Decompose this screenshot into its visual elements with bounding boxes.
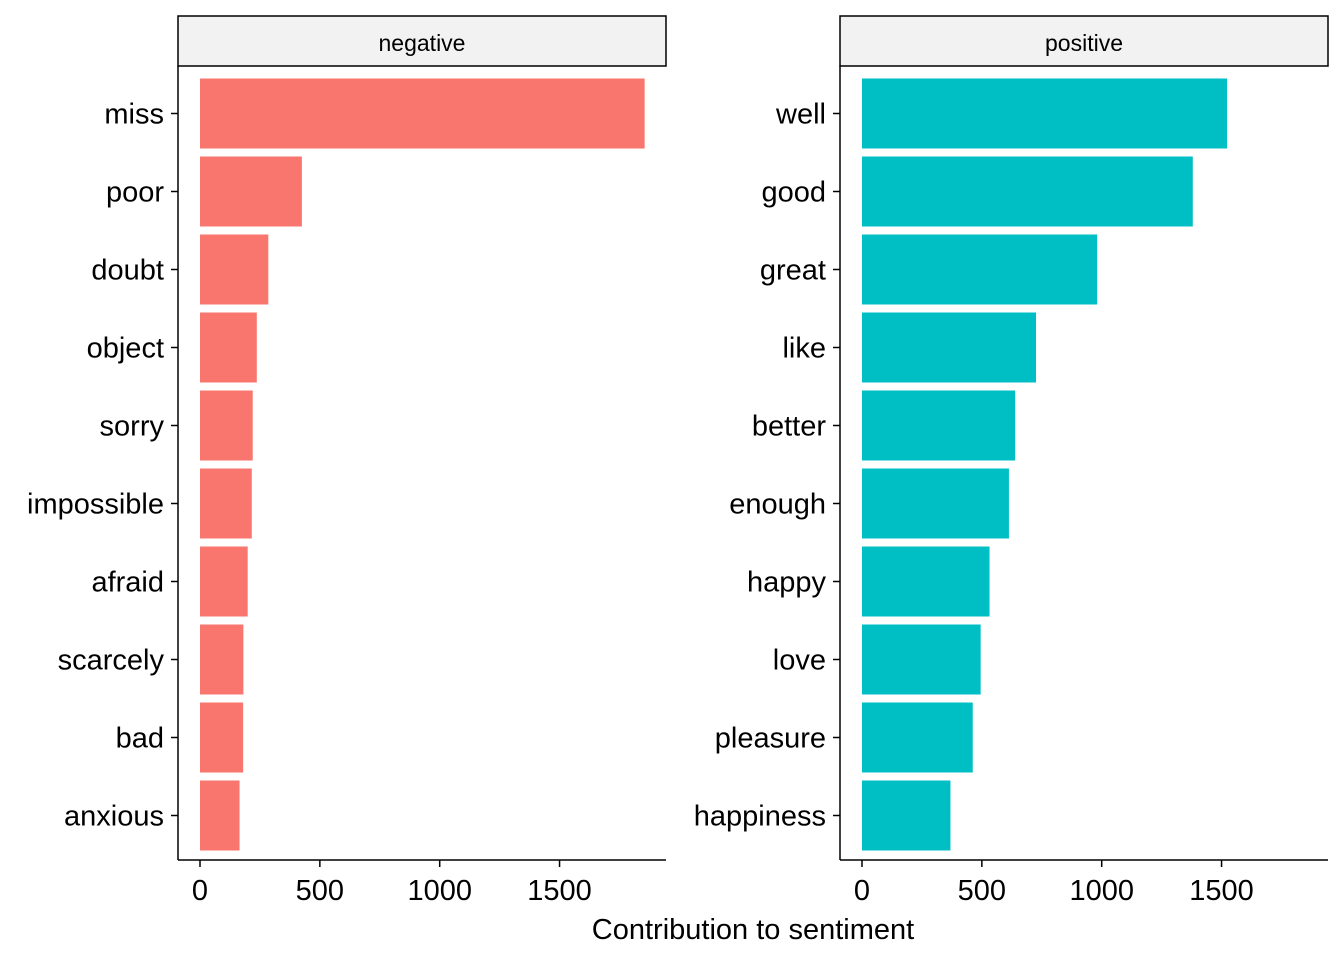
bar-like: [862, 312, 1037, 383]
facet-strip: [839, 15, 1329, 67]
y-tick-label-afraid: afraid: [91, 567, 164, 599]
x-tick-label-500: 500: [958, 875, 1006, 907]
y-tick-label-scarcely: scarcely: [58, 645, 165, 677]
bar-poor: [200, 156, 302, 227]
y-tick-label-well: well: [775, 99, 826, 131]
y-tick-label-love: love: [773, 645, 826, 677]
x-tick-label-500: 500: [296, 875, 344, 907]
bar-afraid: [200, 546, 248, 617]
panel-negative: negative miss poor doubt object sorry impossib…: [27, 15, 667, 907]
facet-strip: [177, 15, 667, 67]
y-tick-label-pleasure: pleasure: [715, 723, 826, 755]
bar-object: [200, 312, 257, 383]
y-tick-label-doubt: doubt: [91, 255, 164, 287]
y-tick-label-good: good: [761, 177, 826, 209]
x-tick-label-0: 0: [854, 875, 870, 907]
bar-scarcely: [200, 624, 244, 695]
facet-strip-label: negative: [379, 30, 466, 56]
bar-love: [862, 624, 981, 695]
y-tick-label-object: object: [87, 333, 164, 365]
facet-strip-label: positive: [1045, 30, 1123, 56]
bar-sorry: [200, 390, 253, 461]
bar-doubt: [200, 234, 269, 305]
x-tick-label-1000: 1000: [407, 875, 472, 907]
bar-bad: [200, 702, 244, 773]
bar-anxious: [200, 780, 240, 851]
bar-better: [862, 390, 1016, 461]
bar-impossible: [200, 468, 252, 539]
y-tick-label-bad: bad: [116, 723, 164, 755]
bar-miss: [200, 78, 645, 149]
y-tick-label-better: better: [752, 411, 826, 443]
x-axis-title: Contribution to sentiment: [592, 914, 914, 946]
y-tick-label-poor: poor: [106, 177, 164, 209]
bar-pleasure: [862, 702, 973, 773]
facet-panels: negative miss poor doubt object sorry impossib…: [27, 15, 1329, 907]
y-tick-label-impossible: impossible: [27, 489, 164, 521]
bar-well: [862, 78, 1228, 149]
x-tick-label-0: 0: [192, 875, 208, 907]
x-tick-label-1500: 1500: [1189, 875, 1254, 907]
panel-positive: positive well good great like better enough hap…: [694, 15, 1329, 907]
y-tick-label-anxious: anxious: [64, 801, 164, 833]
bar-enough: [862, 468, 1009, 539]
bar-great: [862, 234, 1098, 305]
x-tick-label-1000: 1000: [1069, 875, 1134, 907]
y-tick-label-great: great: [760, 255, 826, 287]
y-tick-label-like: like: [782, 333, 826, 365]
y-tick-label-happiness: happiness: [694, 801, 826, 833]
y-tick-label-happy: happy: [747, 567, 827, 599]
y-tick-label-sorry: sorry: [100, 411, 165, 443]
bar-happy: [862, 546, 990, 617]
bar-happiness: [862, 780, 951, 851]
bar-good: [862, 156, 1193, 227]
y-tick-label-miss: miss: [104, 99, 164, 131]
y-tick-label-enough: enough: [729, 489, 826, 521]
x-tick-label-1500: 1500: [527, 875, 592, 907]
